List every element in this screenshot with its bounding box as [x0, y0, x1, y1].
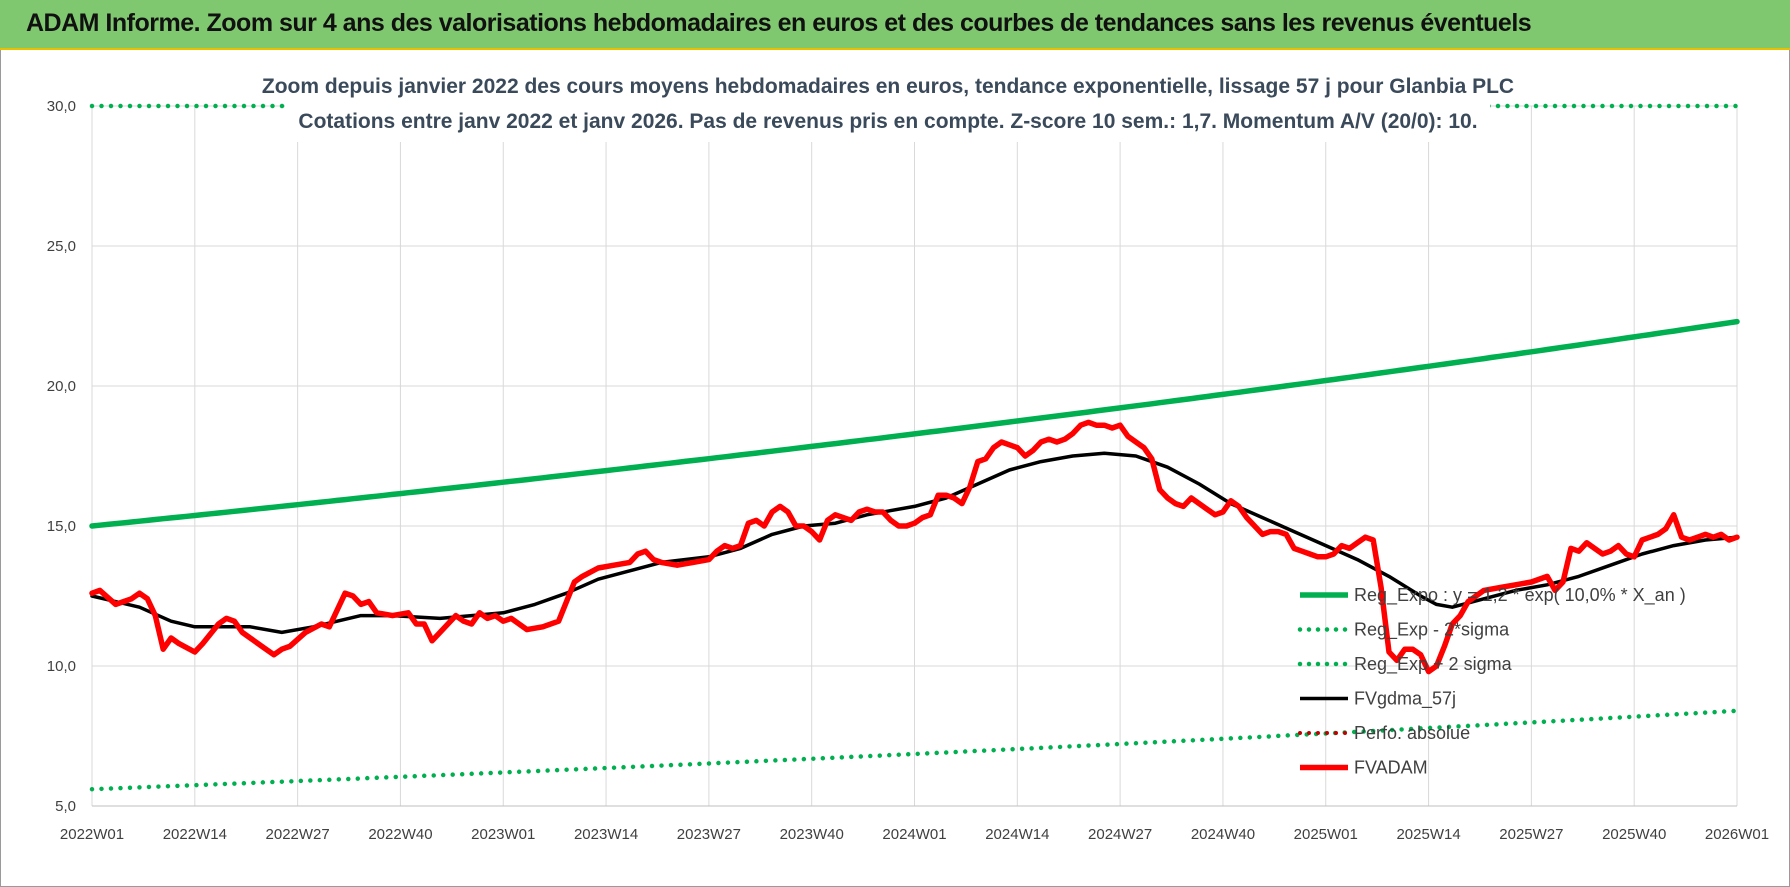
banner-title: ADAM Informe. Zoom sur 4 ans des valoris…: [26, 9, 1532, 37]
x-tick-label: 2025W01: [1294, 826, 1358, 843]
x-tick-label: 2024W27: [1088, 826, 1152, 843]
legend-label: FVgdma_57j: [1354, 689, 1456, 710]
y-tick-label: 30,0: [47, 98, 76, 115]
x-tick-label: 2023W01: [471, 826, 535, 843]
legend-label: Perfo. absolue: [1354, 723, 1470, 743]
x-tick-label: 2025W27: [1499, 826, 1563, 843]
x-tick-label: 2026W01: [1705, 826, 1769, 843]
x-tick-label: 2024W14: [985, 826, 1049, 843]
y-tick-label: 15,0: [47, 518, 76, 535]
y-tick-label: 25,0: [47, 238, 76, 255]
x-tick-label: 2023W14: [574, 826, 638, 843]
x-tick-label: 2024W01: [882, 826, 946, 843]
legend-label: Reg_Exp - 2*sigma: [1354, 620, 1510, 641]
grid-lines: [91, 105, 1738, 807]
x-axis: 2022W01 2022W14 2022W27 2022W40 2023W01 2023W…: [60, 805, 1769, 843]
x-tick-label: 2025W40: [1602, 826, 1666, 843]
reg-expo-line: [89, 318, 1740, 529]
title-background: [285, 62, 1490, 142]
legend: Reg_Expo : y = 1,2 * exp( 10,0% * X_an )…: [1297, 585, 1686, 778]
x-tick-label: 2025W14: [1396, 826, 1460, 843]
y-axis: 5,0 10,0 15,0 20,0 25,0 30,0: [47, 98, 76, 815]
x-tick-label: 2023W27: [677, 826, 741, 843]
header-banner: ADAM Informe. Zoom sur 4 ans des valoris…: [0, 0, 1790, 50]
legend-label: Reg_Expo : y = 1,2 * exp( 10,0% * X_an ): [1354, 585, 1686, 606]
y-tick-label: 10,0: [47, 658, 76, 675]
reg-exp-minus-2sigma-line: [89, 708, 1740, 792]
chart-title-line1: Zoom depuis janvier 2022 des cours moyen…: [262, 75, 1514, 98]
chart-title-line2: Cotations entre janv 2022 et janv 2026. …: [298, 110, 1477, 133]
y-tick-label: 5,0: [55, 798, 76, 815]
legend-label: FVADAM: [1354, 758, 1428, 778]
x-tick-label: 2022W01: [60, 826, 124, 843]
x-tick-label: 2022W40: [368, 826, 432, 843]
x-tick-label: 2023W40: [780, 826, 844, 843]
x-tick-label: 2022W14: [163, 826, 227, 843]
legend-label: Reg_Exp + 2 sigma: [1354, 654, 1513, 675]
fvadam-line: [89, 419, 1740, 675]
x-tick-label: 2024W40: [1191, 826, 1255, 843]
y-tick-label: 20,0: [47, 378, 76, 395]
x-tick-label: 2022W27: [266, 826, 330, 843]
